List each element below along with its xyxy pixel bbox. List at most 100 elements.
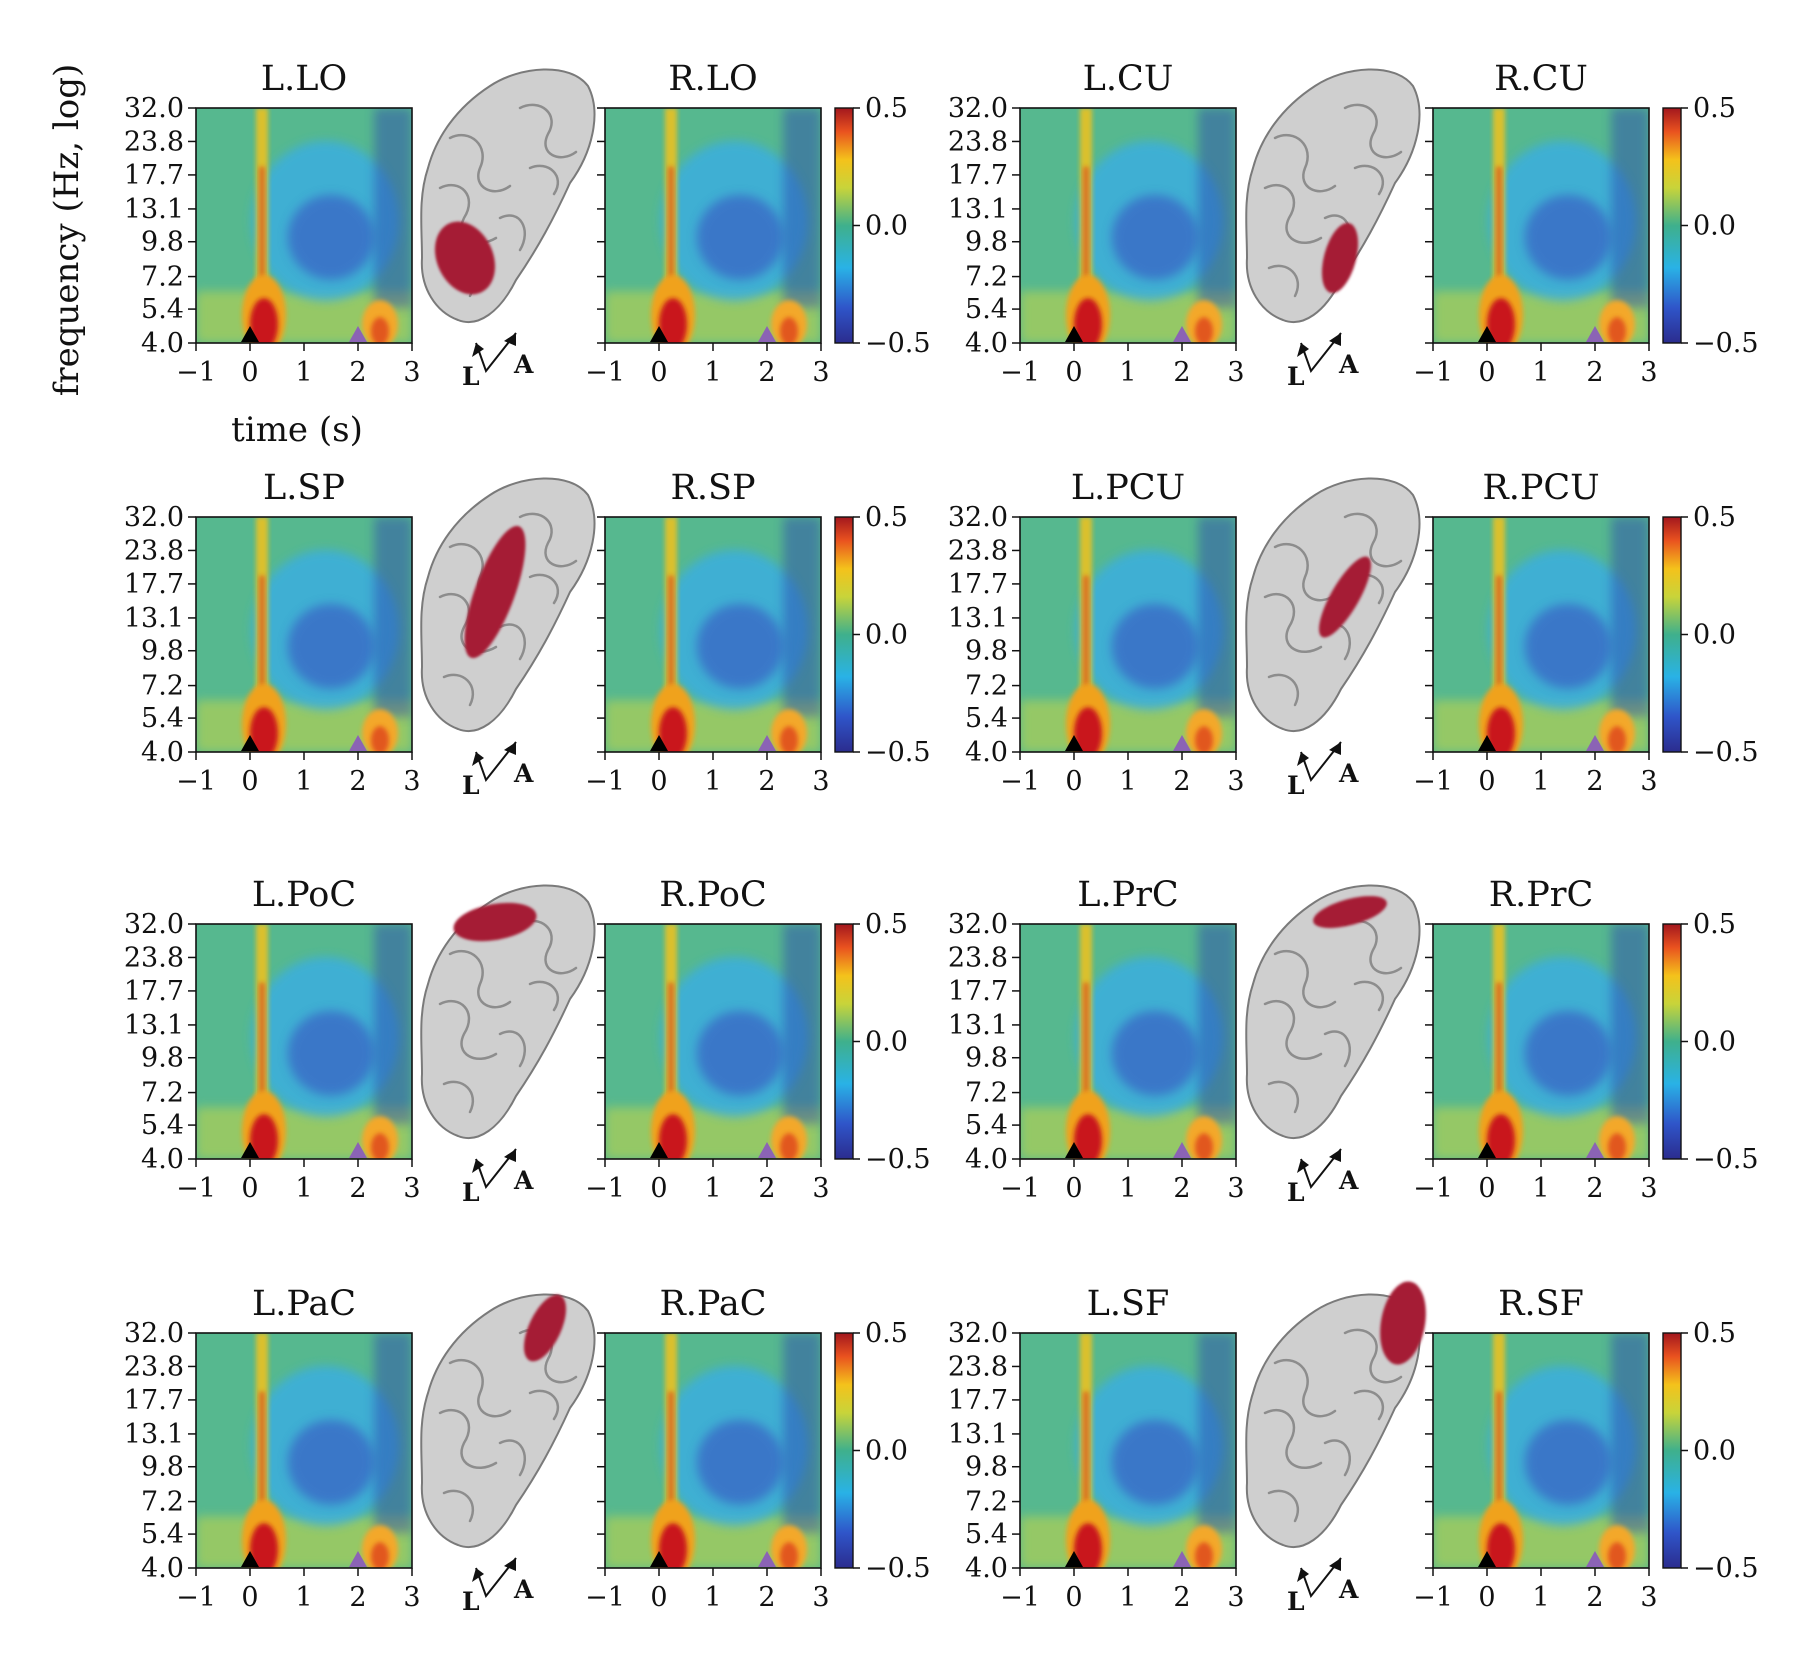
arrow-anterior-icon: [504, 1149, 516, 1162]
brain-sulcus: [1353, 164, 1385, 196]
x-tick-label: 2: [1586, 357, 1603, 388]
y-tick-label: 4.0: [965, 1144, 1008, 1175]
colorbar-tick-label: −0.5: [1693, 328, 1759, 359]
event-marker-t2: [1586, 326, 1604, 342]
heatmap-onset-response-core: [1487, 1523, 1515, 1568]
y-tick-label: 32.0: [948, 909, 1008, 940]
y-tick-label: 9.8: [965, 1452, 1008, 1483]
y-tick-label: 7.2: [965, 671, 1008, 702]
x-tick-label: 1: [1119, 766, 1136, 797]
y-tick-label: 4.0: [141, 737, 184, 768]
arrow-left-icon: [1297, 1568, 1309, 1582]
panel-title: L.SF: [1087, 1284, 1170, 1324]
heatmap-panel: −1 0 1 2 3 R.SF: [1413, 1284, 1658, 1613]
heatmap-second-response-core: [1608, 726, 1626, 752]
event-marker-t2: [1586, 735, 1604, 751]
x-tick-label: 1: [704, 1173, 721, 1204]
heatmap-image: [1433, 924, 1649, 1159]
y-tick-label: 13.1: [948, 1419, 1008, 1450]
event-marker-t2: [1586, 1142, 1604, 1158]
heatmap-image: [196, 517, 412, 752]
arrow-left-icon: [1297, 343, 1309, 357]
x-axis-label: time (s): [231, 410, 363, 450]
arrow-anterior-icon: [1329, 1558, 1341, 1571]
panel-title: R.PoC: [659, 875, 766, 915]
arrow-anterior-icon: [504, 1558, 516, 1571]
x-tick-label: 3: [812, 1582, 829, 1613]
orientation-lines: [475, 741, 517, 783]
brain-sulcus: [1323, 1439, 1351, 1477]
heatmap-image: [1020, 517, 1236, 752]
colorbar-tick-label: −0.5: [865, 737, 931, 768]
brain-sulcus: [498, 214, 526, 252]
heatmap-panel: −1 0 1 2 3 32.023.817.713.19.8 7.25.44.0 L.PCU: [948, 468, 1245, 797]
x-tick-label: 0: [650, 357, 667, 388]
x-tick-label: 1: [1119, 1582, 1136, 1613]
y-tick-label: 7.2: [141, 671, 184, 702]
heatmap-onset-response-core: [659, 707, 687, 752]
x-tick-label: 3: [1640, 766, 1657, 797]
y-tick-label: 32.0: [124, 1318, 184, 1349]
colorbar-gradient: [834, 516, 854, 753]
x-tick-label: 0: [650, 1582, 667, 1613]
colorbar-tick-label: 0.5: [865, 502, 908, 533]
heatmap-desync-core: [1524, 194, 1612, 280]
y-axis-label: frequency (Hz, log): [47, 64, 87, 397]
brain-sulcus: [1323, 1030, 1351, 1068]
x-tick-label: −1: [585, 357, 625, 388]
brain-sulcus: [1263, 592, 1323, 653]
colorbar-tick-label: −0.5: [1693, 1144, 1759, 1175]
brain-outline: [420, 884, 596, 1139]
brain-highlighted-region: [1321, 222, 1359, 294]
brain-sulcus: [528, 980, 560, 1012]
heatmap-late-desync: [1611, 924, 1649, 1124]
brain-sulcus: [518, 103, 578, 159]
y-tick-label: 32.0: [948, 502, 1008, 533]
panel-title: R.LO: [668, 59, 757, 99]
x-tick-label: 0: [241, 357, 258, 388]
event-marker-t2: [349, 326, 367, 342]
heatmap-onset-response-core: [1487, 707, 1515, 752]
y-tick-label: 5.4: [965, 1519, 1008, 1550]
y-tick-label: 9.8: [965, 227, 1008, 258]
x-tick-label: 3: [1227, 1173, 1244, 1204]
brain-surface-render: [1245, 68, 1421, 323]
heatmap-panel: −1 0 1 2 3 32.023.817.713.19.8 7.25.44.0 L.PaC: [124, 1284, 421, 1613]
y-tick-label: 23.8: [124, 126, 184, 157]
orientation-label-l: L: [1287, 1178, 1305, 1207]
heatmap-onset-response-core: [659, 298, 687, 343]
arrow-anterior-icon: [1329, 1149, 1341, 1162]
heatmap-late-desync: [1611, 108, 1649, 308]
event-marker-t0: [1478, 326, 1496, 342]
x-tick-label: 1: [295, 357, 312, 388]
orientation-label-a: A: [513, 1166, 534, 1195]
colorbar-tick-label: 0.0: [865, 1027, 908, 1058]
heatmap-second-response-core: [1195, 1133, 1213, 1159]
orientation-label-l: L: [462, 1178, 480, 1207]
brain-sulcus: [1267, 1489, 1300, 1523]
y-tick-label: 17.7: [948, 1385, 1008, 1416]
brain-sulcus: [438, 1408, 498, 1469]
y-tick-label: 5.4: [141, 1519, 184, 1550]
colorbar-tick-label: 0.5: [1693, 502, 1736, 533]
y-tick-label: 23.8: [948, 126, 1008, 157]
orientation-lines: [1300, 332, 1342, 374]
y-tick-label: 4.0: [141, 1144, 184, 1175]
event-marker-t2: [758, 735, 776, 751]
orientation-lines: [1300, 1148, 1342, 1190]
event-marker-t0: [1065, 735, 1083, 751]
brain-sulcus: [518, 512, 578, 568]
brain-sulcus: [1273, 949, 1337, 1009]
heatmap-onset-response-core: [659, 1523, 687, 1568]
x-tick-label: 1: [704, 766, 721, 797]
heatmap-panel: −1 0 1 2 3 32.023.817.713.19.8 7.25.44.0 L.SF: [948, 1284, 1245, 1613]
heatmap-image: [605, 924, 821, 1159]
orientation-label-a: A: [513, 1575, 534, 1604]
x-tick-label: 3: [403, 357, 420, 388]
event-marker-t0: [1065, 326, 1083, 342]
brain-highlighted-region: [434, 221, 496, 295]
panel-title: R.SP: [670, 468, 755, 508]
y-tick-label: 9.8: [141, 1452, 184, 1483]
